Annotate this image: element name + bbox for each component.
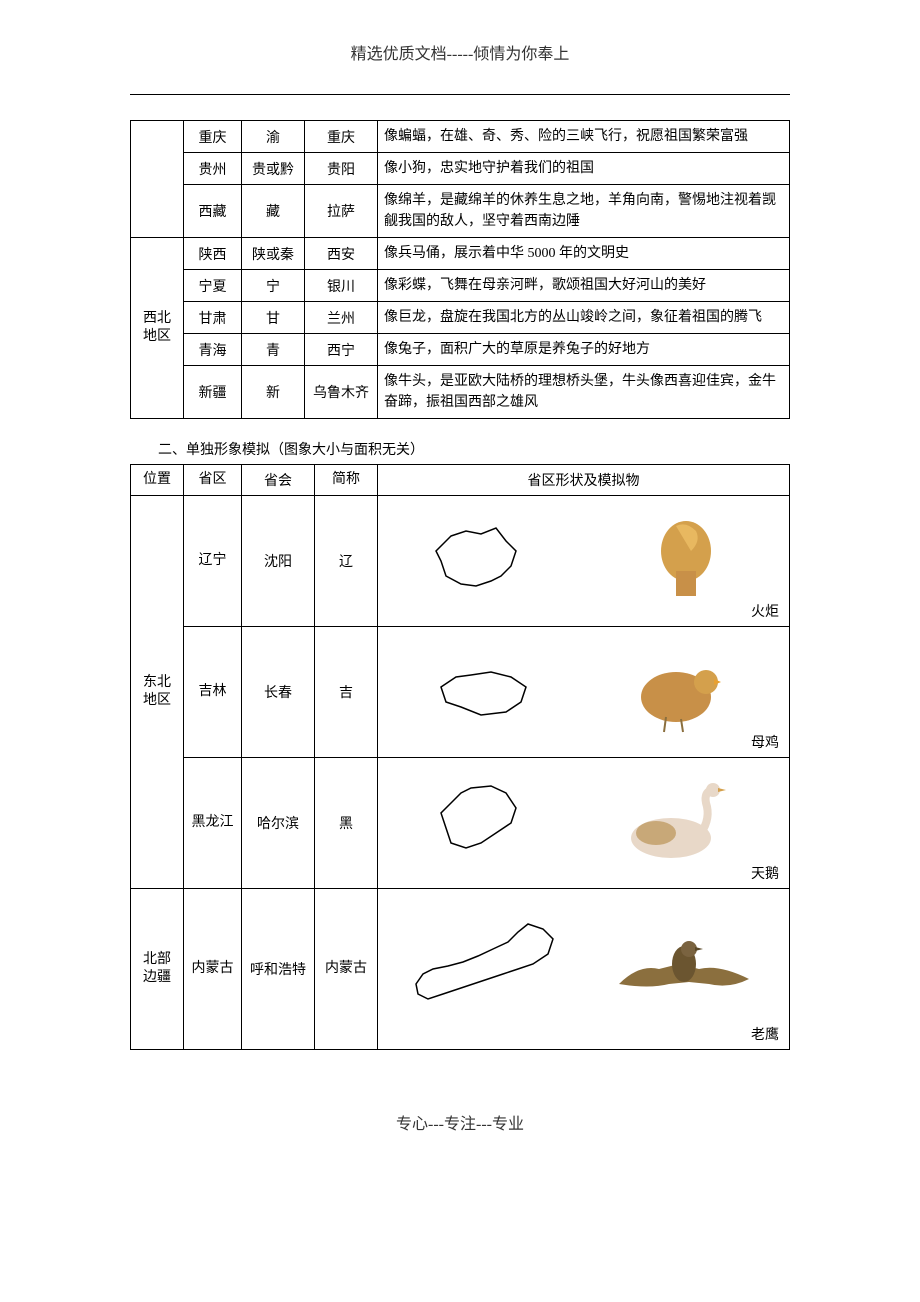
province-table-1: 重庆 渝 重庆 像蝙蝠，在雄、奇、秀、险的三峡飞行，祝愿祖国繁荣富强 贵州 贵或… xyxy=(130,120,790,419)
capital-cell: 银川 xyxy=(305,270,378,302)
hen-icon xyxy=(616,647,746,737)
shape-cell: 天鹅 xyxy=(378,758,790,889)
province-shape-table: 位置 省区 省会 简称 省区形状及模拟物 东北地区 辽宁 沈阳 辽 火炬 吉林 xyxy=(130,464,790,1050)
province-cell: 新疆 xyxy=(184,366,242,419)
capital-cell: 拉萨 xyxy=(305,185,378,238)
capital-cell: 沈阳 xyxy=(242,496,315,627)
shape-cell: 母鸡 xyxy=(378,627,790,758)
region-cell-blank xyxy=(131,121,184,238)
desc-cell: 像彩蝶，飞舞在母亲河畔，歌颂祖国大好河山的美好 xyxy=(378,270,790,302)
province-cell: 辽宁 xyxy=(184,496,242,627)
shape-cell: 老鹰 xyxy=(378,889,790,1050)
table-row: 西藏 藏 拉萨 像绵羊，是藏绵羊的休养生息之地，羊角向南，警惕地注视着觊觎我国的… xyxy=(131,185,790,238)
region-north-frontier: 北部边疆 xyxy=(131,889,184,1050)
capital-cell: 兰州 xyxy=(305,302,378,334)
page-footer: 专心---专注---专业 xyxy=(130,1110,790,1134)
capital-cell: 呼和浩特 xyxy=(242,889,315,1050)
table-row: 西北地区 陕西 陕或秦 西安 像兵马俑，展示着中华 5000 年的文明史 xyxy=(131,238,790,270)
table-row: 贵州 贵或黔 贵阳 像小狗，忠实地守护着我们的祖国 xyxy=(131,153,790,185)
eagle-icon xyxy=(609,914,759,1024)
capital-cell: 贵阳 xyxy=(305,153,378,185)
capital-cell: 乌鲁木齐 xyxy=(305,366,378,419)
table-row: 吉林 长春 吉 母鸡 xyxy=(131,627,790,758)
header-province: 省区 xyxy=(184,465,242,496)
province-cell: 甘肃 xyxy=(184,302,242,334)
desc-cell: 像兵马俑，展示着中华 5000 年的文明史 xyxy=(378,238,790,270)
province-outline-icon xyxy=(421,647,551,737)
desc-cell: 像牛头，是亚欧大陆桥的理想桥头堡，牛头像西喜迎佳宾，金牛奋蹄，振祖国西部之雄风 xyxy=(378,366,790,419)
capital-cell: 重庆 xyxy=(305,121,378,153)
capital-cell: 哈尔滨 xyxy=(242,758,315,889)
province-cell: 内蒙古 xyxy=(184,889,242,1050)
region-northeast: 东北地区 xyxy=(131,496,184,889)
capital-cell: 西宁 xyxy=(305,334,378,366)
abbr-cell: 辽 xyxy=(315,496,378,627)
desc-cell: 像蝙蝠，在雄、奇、秀、险的三峡飞行，祝愿祖国繁荣富强 xyxy=(378,121,790,153)
province-cell: 吉林 xyxy=(184,627,242,758)
table-row: 重庆 渝 重庆 像蝙蝠，在雄、奇、秀、险的三峡飞行，祝愿祖国繁荣富强 xyxy=(131,121,790,153)
province-cell: 重庆 xyxy=(184,121,242,153)
header-shape: 省区形状及模拟物 xyxy=(378,465,790,496)
table-row: 黑龙江 哈尔滨 黑 天鹅 xyxy=(131,758,790,889)
abbr-cell: 甘 xyxy=(242,302,305,334)
desc-cell: 像兔子，面积广大的草原是养兔子的好地方 xyxy=(378,334,790,366)
section-title: 二、单独形象模拟（图象大小与面积无关） xyxy=(130,439,790,459)
animal-label: 母鸡 xyxy=(751,732,779,752)
capital-cell: 西安 xyxy=(305,238,378,270)
table-row: 北部边疆 内蒙古 呼和浩特 内蒙古 老鹰 xyxy=(131,889,790,1050)
desc-cell: 像巨龙，盘旋在我国北方的丛山竣岭之间，象征着祖国的腾飞 xyxy=(378,302,790,334)
province-outline-icon xyxy=(421,516,551,606)
abbr-cell: 贵或黔 xyxy=(242,153,305,185)
abbr-cell: 吉 xyxy=(315,627,378,758)
animal-label: 天鹅 xyxy=(751,863,779,883)
abbr-cell: 青 xyxy=(242,334,305,366)
abbr-cell: 黑 xyxy=(315,758,378,889)
animal-label: 老鹰 xyxy=(751,1024,779,1044)
header-abbr: 简称 xyxy=(315,465,378,496)
header-position: 位置 xyxy=(131,465,184,496)
table-row: 青海 青 西宁 像兔子，面积广大的草原是养兔子的好地方 xyxy=(131,334,790,366)
table-row: 新疆 新 乌鲁木齐 像牛头，是亚欧大陆桥的理想桥头堡，牛头像西喜迎佳宾，金牛奋蹄… xyxy=(131,366,790,419)
animal-label: 火炬 xyxy=(751,601,779,621)
province-outline-icon xyxy=(408,914,568,1024)
abbr-cell: 宁 xyxy=(242,270,305,302)
table-row: 东北地区 辽宁 沈阳 辽 火炬 xyxy=(131,496,790,627)
abbr-cell: 内蒙古 xyxy=(315,889,378,1050)
header-divider xyxy=(130,94,790,95)
abbr-cell: 藏 xyxy=(242,185,305,238)
desc-cell: 像绵羊，是藏绵羊的休养生息之地，羊角向南，警惕地注视着觊觎我国的敌人，坚守着西南… xyxy=(378,185,790,238)
swan-icon xyxy=(616,778,746,868)
abbr-cell: 新 xyxy=(242,366,305,419)
abbr-cell: 渝 xyxy=(242,121,305,153)
shape-cell: 火炬 xyxy=(378,496,790,627)
province-cell: 陕西 xyxy=(184,238,242,270)
header-capital: 省会 xyxy=(242,465,315,496)
province-cell: 贵州 xyxy=(184,153,242,185)
province-cell: 西藏 xyxy=(184,185,242,238)
province-outline-icon xyxy=(421,778,551,868)
province-cell: 黑龙江 xyxy=(184,758,242,889)
province-cell: 青海 xyxy=(184,334,242,366)
region-cell-northwest: 西北地区 xyxy=(131,238,184,419)
table-row: 甘肃 甘 兰州 像巨龙，盘旋在我国北方的丛山竣岭之间，象征着祖国的腾飞 xyxy=(131,302,790,334)
torch-icon xyxy=(616,516,746,606)
table-header-row: 位置 省区 省会 简称 省区形状及模拟物 xyxy=(131,465,790,496)
page-header: 精选优质文档-----倾情为你奉上 xyxy=(130,40,790,64)
capital-cell: 长春 xyxy=(242,627,315,758)
province-cell: 宁夏 xyxy=(184,270,242,302)
table-row: 宁夏 宁 银川 像彩蝶，飞舞在母亲河畔，歌颂祖国大好河山的美好 xyxy=(131,270,790,302)
abbr-cell: 陕或秦 xyxy=(242,238,305,270)
desc-cell: 像小狗，忠实地守护着我们的祖国 xyxy=(378,153,790,185)
